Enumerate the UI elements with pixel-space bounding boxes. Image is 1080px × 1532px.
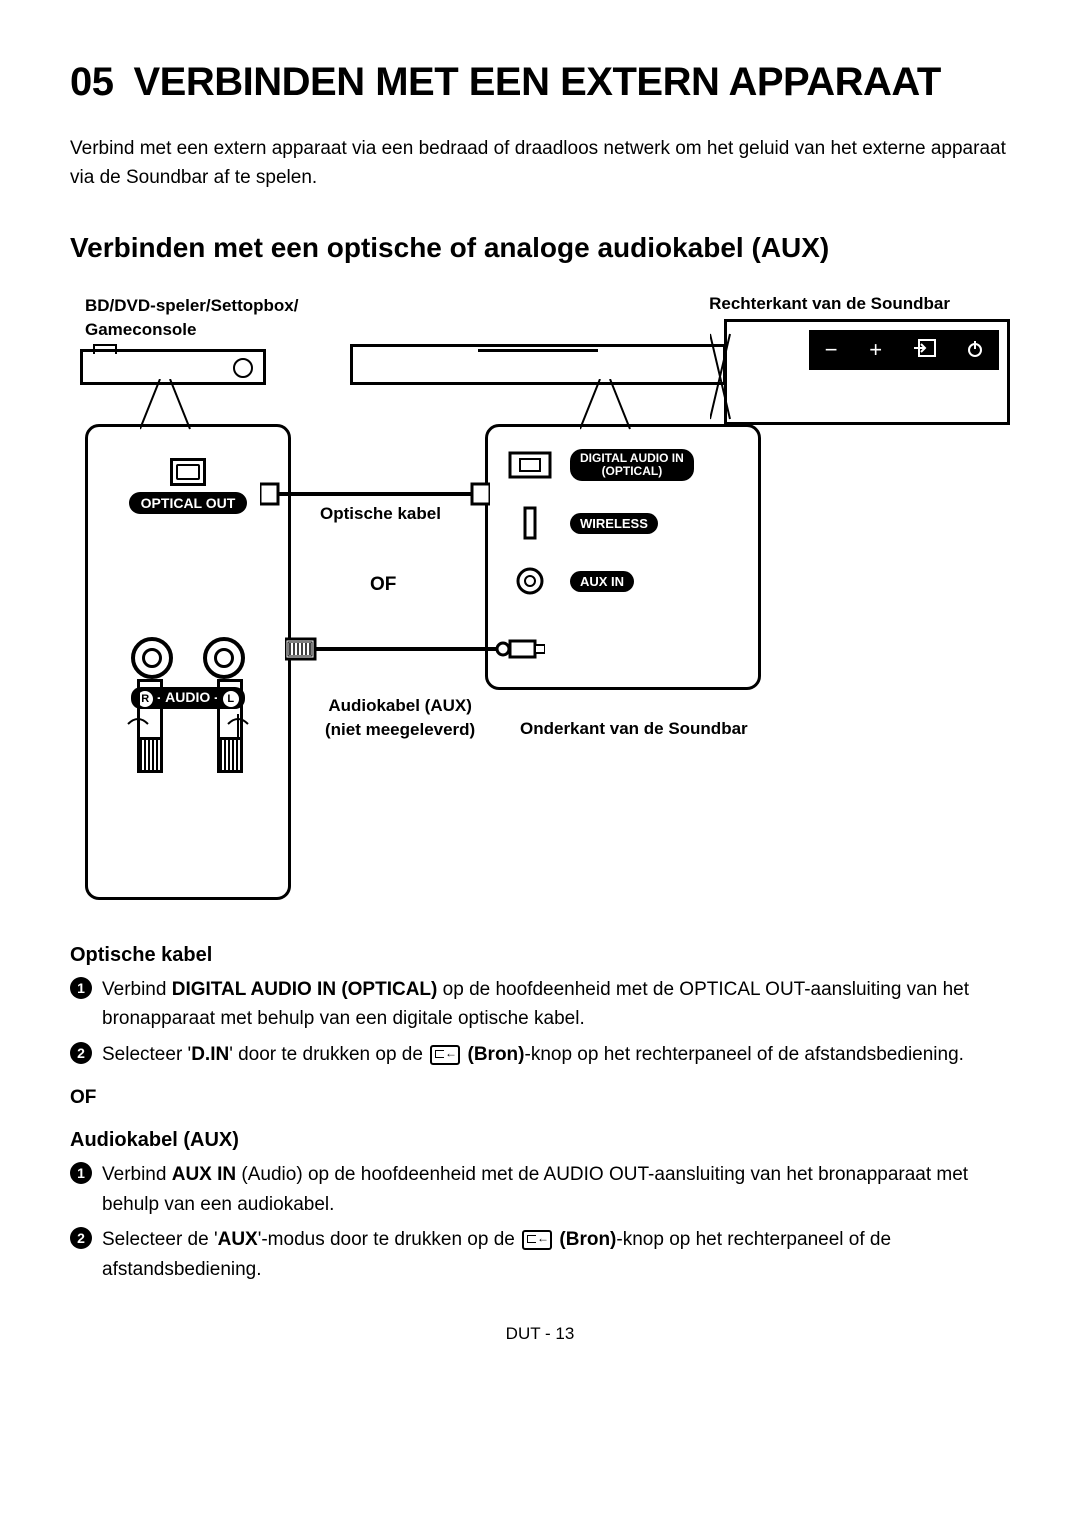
optical-heading: Optische kabel: [70, 944, 1010, 967]
aux-cable-label: Audiokabel (AUX) (niet meegeleverd): [325, 694, 475, 742]
page-title: 05 VERBINDEN MET EEN EXTERN APPARAAT: [70, 60, 1010, 105]
intro-text: Verbind met een extern apparaat via een …: [70, 135, 1010, 192]
aux-steps: 1 Verbind AUX IN (Audio) op de hoofdeenh…: [70, 1160, 1010, 1284]
optical-step-2: 2 Selecteer 'D.IN' door te drukken op de…: [70, 1040, 1010, 1069]
wireless-port: WIRELESS: [500, 503, 746, 543]
source-icon: [914, 337, 936, 363]
right-panel-buttons: − +: [809, 330, 999, 370]
source-button-icon: [522, 1230, 552, 1250]
step-number-icon: 2: [70, 1227, 92, 1249]
source-button-icon: [430, 1045, 460, 1065]
power-icon: [967, 337, 983, 363]
rca-plugs-graphic: [88, 664, 288, 764]
source-device-label: BD/DVD-speler/Settopbox/ Gameconsole: [85, 294, 298, 342]
step-number-icon: 1: [70, 977, 92, 999]
optical-out-port: OPTICAL OUT: [88, 452, 288, 562]
connection-diagram: BD/DVD-speler/Settopbox/ Gameconsole Rec…: [70, 294, 1010, 914]
step-number-icon: 1: [70, 1162, 92, 1184]
page-footer: DUT - 13: [70, 1324, 1010, 1344]
or-heading: OF: [70, 1087, 1010, 1109]
aux-in-port: AUX IN: [500, 561, 746, 601]
aux-cable-graphic: [285, 629, 545, 669]
optical-step-1: 1 Verbind DIGITAL AUDIO IN (OPTICAL) op …: [70, 975, 1010, 1034]
soundbar-right-label: Rechterkant van de Soundbar: [709, 294, 950, 314]
section-heading: Verbinden met een optische of analoge au…: [70, 232, 1010, 264]
aux-heading: Audiokabel (AUX): [70, 1129, 1010, 1152]
optical-steps: 1 Verbind DIGITAL AUDIO IN (OPTICAL) op …: [70, 975, 1010, 1069]
plus-icon: +: [869, 337, 882, 363]
digital-audio-in-port: DIGITAL AUDIO IN (OPTICAL): [500, 445, 746, 485]
soundbar-right-panel: − +: [724, 319, 1010, 425]
chapter-title: VERBINDEN MET EEN EXTERN APPARAAT: [134, 60, 941, 104]
aux-step-2: 2 Selecteer de 'AUX'-modus door te drukk…: [70, 1225, 1010, 1284]
minus-icon: −: [825, 337, 838, 363]
step-number-icon: 2: [70, 1042, 92, 1064]
optical-cable-label: Optische kabel: [320, 504, 441, 524]
bottom-soundbar-label: Onderkant van de Soundbar: [520, 719, 748, 739]
aux-step-1: 1 Verbind AUX IN (Audio) op de hoofdeenh…: [70, 1160, 1010, 1219]
chapter-number: 05: [70, 60, 114, 104]
audio-out-ports: R - AUDIO - L: [88, 637, 288, 759]
or-label: OF: [370, 574, 396, 596]
